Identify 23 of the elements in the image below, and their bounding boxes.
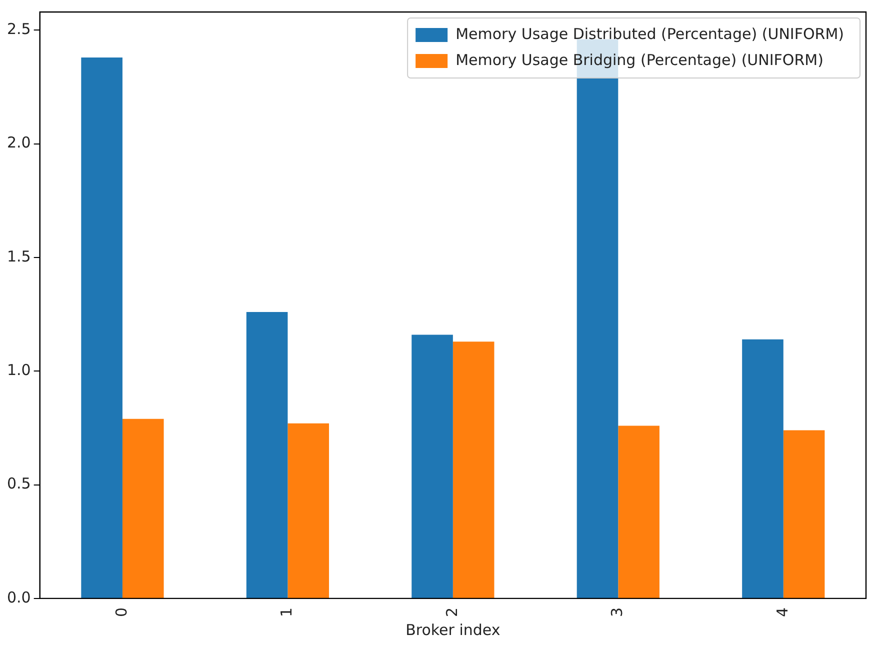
bar <box>618 426 660 598</box>
x-tick-label: 3 <box>608 607 626 618</box>
y-tick-label: 2.5 <box>6 20 31 38</box>
x-tick-label: 1 <box>278 607 296 618</box>
bar <box>412 334 453 598</box>
bar <box>452 342 494 598</box>
x-axis-title: Broker index <box>406 620 500 639</box>
y-tick-label: 0.0 <box>6 588 31 606</box>
bar <box>288 423 330 598</box>
bar <box>246 312 288 598</box>
x-tick-label: 4 <box>773 607 792 618</box>
y-tick-label: 1.0 <box>6 361 31 380</box>
bar <box>742 339 784 598</box>
bar <box>122 418 164 598</box>
x-tick-label: 2 <box>442 607 461 618</box>
y-tick-label: 0.5 <box>6 474 31 493</box>
legend-label: Memory Usage Distributed (Percentage) (UNIFORM) <box>456 24 844 43</box>
y-tick-label: 2.0 <box>6 134 31 152</box>
bar <box>783 430 825 598</box>
bar <box>81 57 122 598</box>
legend-label: Memory Usage Bridging (Percentage) (UNIFORM) <box>456 50 824 69</box>
y-tick-label: 1.5 <box>6 247 31 266</box>
x-tick-label: 0 <box>112 607 130 618</box>
